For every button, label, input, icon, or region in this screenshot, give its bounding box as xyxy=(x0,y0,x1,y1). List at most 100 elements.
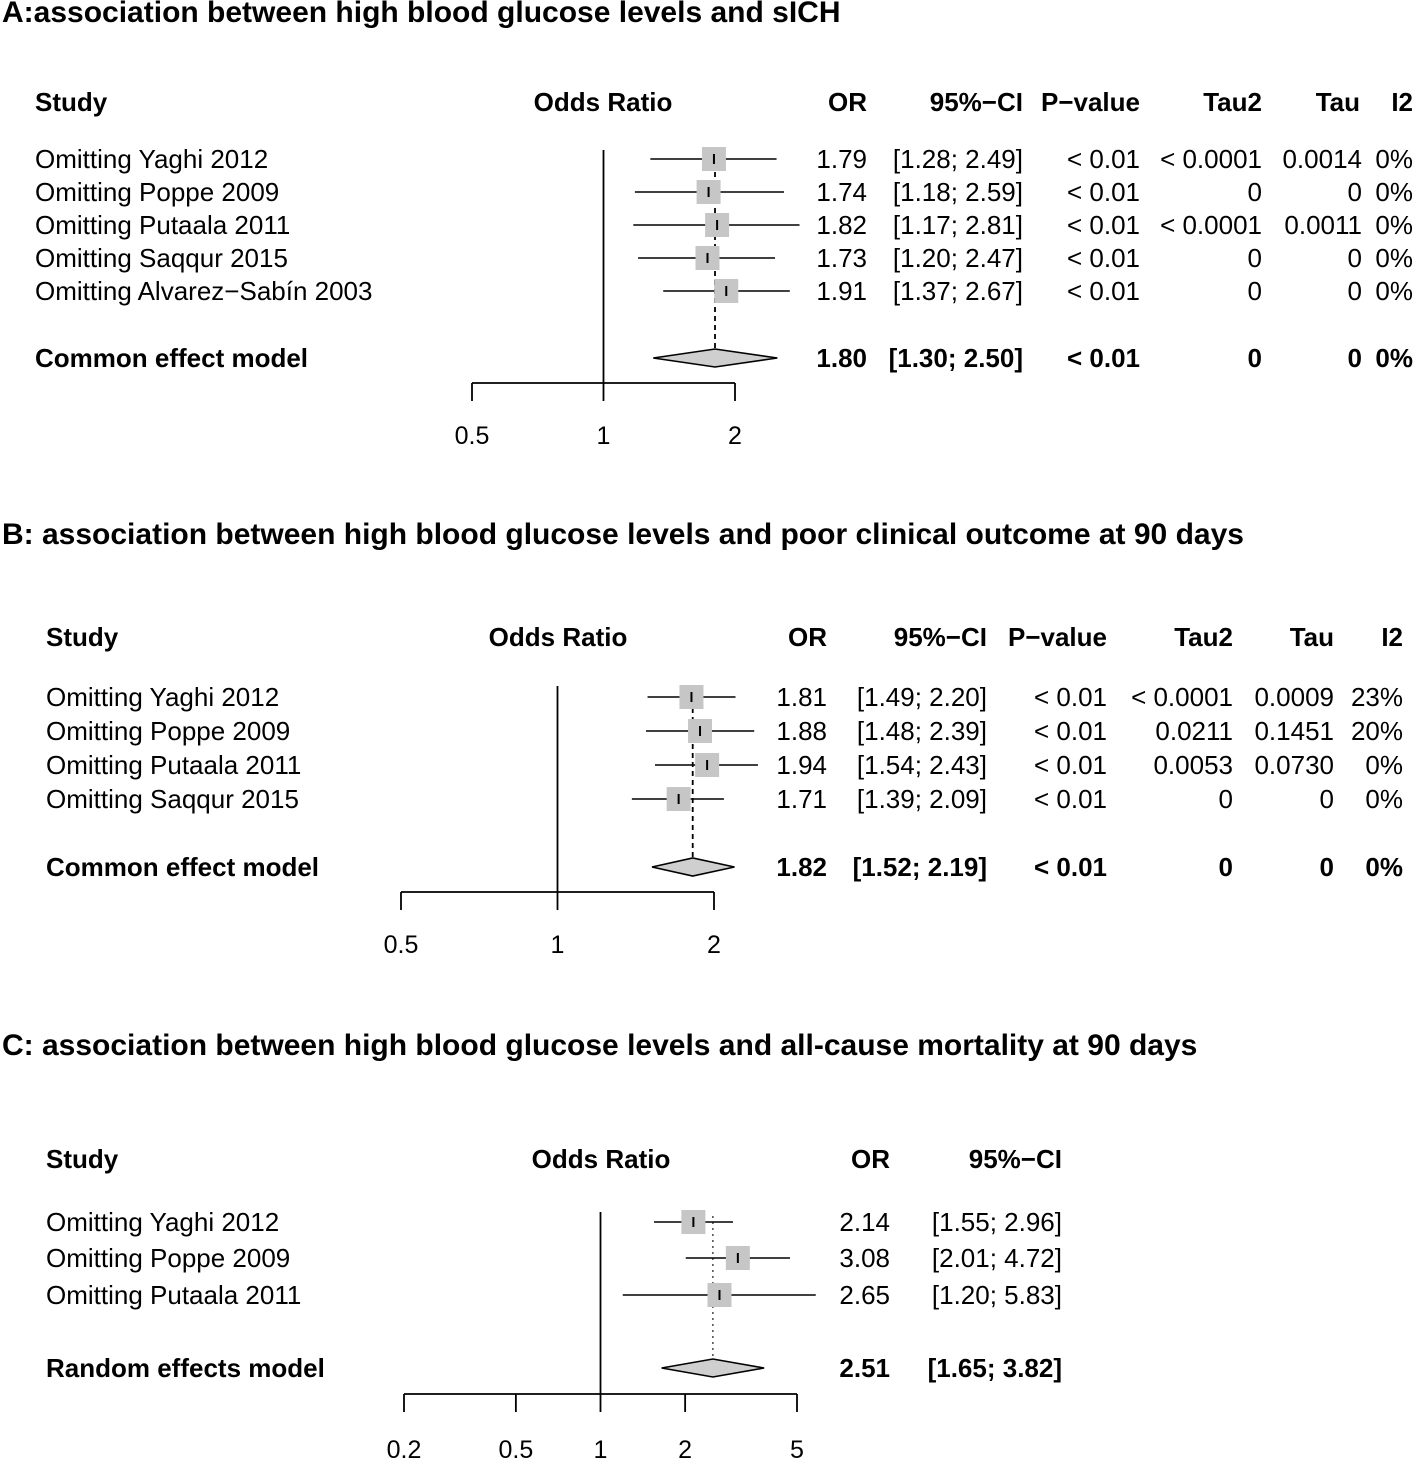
summary-tau-value: 0 xyxy=(1320,852,1334,882)
ci-value: [1.28; 2.49] xyxy=(893,144,1023,174)
x-tick-label: 1 xyxy=(551,931,565,959)
p-value: < 0.01 xyxy=(1067,276,1140,306)
or-value: 1.71 xyxy=(776,784,827,814)
or-value: 1.73 xyxy=(816,243,867,273)
summary-diamond xyxy=(661,1358,765,1378)
header-tau: Tau xyxy=(1290,622,1334,652)
summary-label: Common effect model xyxy=(46,852,319,882)
x-tick-label: 2 xyxy=(728,422,742,450)
tau2-value: 0 xyxy=(1219,784,1233,814)
summary-or-value: 1.82 xyxy=(776,852,827,882)
summary-ci-value: [1.30; 2.50] xyxy=(889,343,1023,373)
p-value: < 0.01 xyxy=(1067,144,1140,174)
ci-value: [1.48; 2.39] xyxy=(857,716,987,746)
p-value: < 0.01 xyxy=(1067,177,1140,207)
or-value: 1.91 xyxy=(816,276,867,306)
i2-value: 23% xyxy=(1351,682,1403,712)
i2-value: 0% xyxy=(1375,177,1413,207)
summary-i2-value: 0% xyxy=(1365,852,1403,882)
header-p: P−value xyxy=(1041,87,1140,117)
p-value: < 0.01 xyxy=(1034,716,1107,746)
study-label: Omitting Putaala 2011 xyxy=(46,750,301,780)
header-ci: 95%−CI xyxy=(930,87,1023,117)
summary-tau2-value: 0 xyxy=(1248,343,1262,373)
ci-value: [2.01; 4.72] xyxy=(932,1243,1062,1273)
i2-value: 20% xyxy=(1351,716,1403,746)
x-tick-label: 0.2 xyxy=(387,1436,422,1461)
p-value: < 0.01 xyxy=(1034,750,1107,780)
tau-value: 0.1451 xyxy=(1254,716,1334,746)
i2-value: 0% xyxy=(1375,276,1413,306)
summary-label: Common effect model xyxy=(35,343,308,373)
ci-value: [1.17; 2.81] xyxy=(893,210,1023,240)
panel-title: A:association between high blood glucose… xyxy=(2,0,841,29)
header-odds-ratio: Odds Ratio xyxy=(532,1144,671,1174)
tau-value: 0.0011 xyxy=(1284,210,1362,240)
header-or: OR xyxy=(828,87,867,117)
header-ci: 95%−CI xyxy=(894,622,987,652)
x-tick-label: 1 xyxy=(594,1436,608,1461)
summary-ci-value: [1.52; 2.19] xyxy=(853,852,987,882)
tau2-value: 0.0053 xyxy=(1153,750,1233,780)
tau-value: 0.0009 xyxy=(1254,682,1334,712)
summary-p-value: < 0.01 xyxy=(1034,852,1107,882)
study-label: Omitting Poppe 2009 xyxy=(35,177,279,207)
tau-value: 0 xyxy=(1320,784,1334,814)
study-label: Omitting Yaghi 2012 xyxy=(35,144,268,174)
tau-value: 0 xyxy=(1348,276,1362,306)
i2-value: 0% xyxy=(1375,144,1413,174)
study-label: Omitting Yaghi 2012 xyxy=(46,1207,279,1237)
study-label: Omitting Putaala 2011 xyxy=(46,1280,301,1310)
header-odds-ratio: Odds Ratio xyxy=(489,622,628,652)
study-label: Omitting Poppe 2009 xyxy=(46,1243,290,1273)
tau2-value: 0.0211 xyxy=(1155,716,1233,746)
header-or: OR xyxy=(851,1144,890,1174)
forest-panel-b: B: association between high blood glucos… xyxy=(2,518,1403,959)
forest-panel-c: C: association between high blood glucos… xyxy=(2,1029,1197,1461)
i2-value: 0% xyxy=(1375,243,1413,273)
summary-ci-value: [1.65; 3.82] xyxy=(928,1353,1062,1383)
or-value: 1.81 xyxy=(776,682,827,712)
or-value: 1.82 xyxy=(816,210,867,240)
header-tau2: Tau2 xyxy=(1174,622,1233,652)
summary-or-value: 2.51 xyxy=(839,1353,890,1383)
forest-panel-a: A:association between high blood glucose… xyxy=(2,0,1413,450)
i2-value: 0% xyxy=(1375,210,1413,240)
study-label: Omitting Saqqur 2015 xyxy=(46,784,299,814)
x-tick-label: 0.5 xyxy=(455,422,490,450)
tau2-value: 0 xyxy=(1248,177,1262,207)
or-value: 1.74 xyxy=(816,177,867,207)
summary-label: Random effects model xyxy=(46,1353,325,1383)
header-or: OR xyxy=(788,622,827,652)
x-tick-label: 0.5 xyxy=(498,1436,533,1461)
x-tick-label: 2 xyxy=(707,931,721,959)
study-label: Omitting Saqqur 2015 xyxy=(35,243,288,273)
summary-p-value: < 0.01 xyxy=(1067,343,1140,373)
ci-value: [1.55; 2.96] xyxy=(932,1207,1062,1237)
header-odds-ratio: Odds Ratio xyxy=(534,87,673,117)
summary-tau-value: 0 xyxy=(1348,343,1362,373)
ci-value: [1.49; 2.20] xyxy=(857,682,987,712)
x-tick-label: 5 xyxy=(790,1436,804,1461)
header-study: Study xyxy=(35,87,108,117)
i2-value: 0% xyxy=(1365,750,1403,780)
study-label: Omitting Yaghi 2012 xyxy=(46,682,279,712)
or-value: 2.65 xyxy=(839,1280,890,1310)
tau-value: 0 xyxy=(1348,177,1362,207)
tau-value: 0.0730 xyxy=(1254,750,1334,780)
summary-diamond xyxy=(651,857,735,877)
header-i2: I2 xyxy=(1381,622,1403,652)
or-value: 2.14 xyxy=(839,1207,890,1237)
header-ci: 95%−CI xyxy=(969,1144,1062,1174)
header-tau2: Tau2 xyxy=(1203,87,1262,117)
study-label: Omitting Putaala 2011 xyxy=(35,210,290,240)
ci-value: [1.20; 2.47] xyxy=(893,243,1023,273)
x-tick-label: 2 xyxy=(678,1436,692,1461)
summary-tau2-value: 0 xyxy=(1219,852,1233,882)
header-study: Study xyxy=(46,1144,119,1174)
p-value: < 0.01 xyxy=(1034,784,1107,814)
ci-value: [1.37; 2.67] xyxy=(893,276,1023,306)
or-value: 1.79 xyxy=(816,144,867,174)
study-label: Omitting Poppe 2009 xyxy=(46,716,290,746)
